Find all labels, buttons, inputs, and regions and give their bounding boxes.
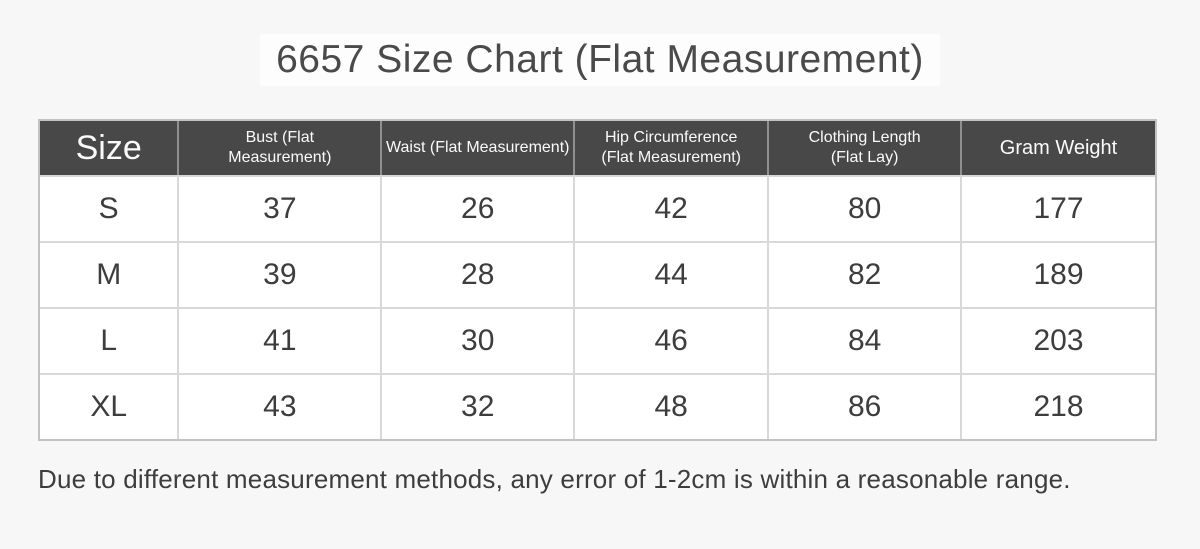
cell-gram-weight: 177 xyxy=(1033,192,1084,225)
header-label-bust: Bust (Flat Measurement) xyxy=(228,129,332,166)
cell-waist: 28 xyxy=(382,243,576,307)
cell-bust: 39 xyxy=(179,243,383,307)
cell-gram-weight: 189 xyxy=(1033,258,1084,291)
footer-note: Due to different measurement methods, an… xyxy=(38,464,1071,494)
page-title: 6657 Size Chart (Flat Measurement) xyxy=(260,34,940,86)
cell-bust: 41 xyxy=(179,309,383,373)
header-label-hip: Hip Circumference (Flat Measurement) xyxy=(601,129,741,166)
table-row-m: M 39 28 44 82 189 xyxy=(40,241,1155,307)
header-label-waist: Waist (Flat Measurement) xyxy=(386,139,570,156)
cell-clothing-length: 80 xyxy=(769,177,963,241)
cell-hip: 44 xyxy=(575,243,770,307)
cell-size: M xyxy=(40,243,180,307)
header-cell-size: Size xyxy=(40,121,180,175)
cell-hip: 42 xyxy=(575,177,770,241)
cell-hip: 46 xyxy=(575,309,770,373)
size-table: Size Bust (Flat Measurement) Waist (Flat… xyxy=(38,119,1157,441)
cell-clothing-length: 82 xyxy=(769,243,963,307)
cell-waist: 32 xyxy=(382,375,576,439)
cell-gram-weight: 218 xyxy=(1033,390,1084,423)
header-label-size: Size xyxy=(75,129,142,167)
table-header-row: Size Bust (Flat Measurement) Waist (Flat… xyxy=(40,121,1155,175)
cell-waist: 30 xyxy=(382,309,576,373)
cell-bust: 43 xyxy=(179,375,383,439)
header-cell-clothing-length: Clothing Length (Flat Lay) xyxy=(769,121,963,175)
header-label-clothing-length: Clothing Length (Flat Lay) xyxy=(808,129,921,166)
cell-hip: 48 xyxy=(575,375,770,439)
cell-gram-weight: 203 xyxy=(1033,324,1084,357)
cell-bust: 37 xyxy=(179,177,383,241)
header-cell-bust: Bust (Flat Measurement) xyxy=(179,121,383,175)
cell-size: L xyxy=(40,309,180,373)
cell-size: XL xyxy=(40,375,180,439)
header-cell-hip: Hip Circumference (Flat Measurement) xyxy=(575,121,770,175)
header-cell-waist: Waist (Flat Measurement) xyxy=(382,121,576,175)
cell-waist: 26 xyxy=(382,177,576,241)
title-area: 6657 Size Chart (Flat Measurement) xyxy=(0,34,1200,86)
cell-clothing-length: 84 xyxy=(769,309,963,373)
header-cell-gram-weight: Gram Weight xyxy=(962,121,1155,175)
table-row-xl: XL 43 32 48 86 218 xyxy=(40,373,1155,439)
table-row-s: S 37 26 42 80 177 xyxy=(40,175,1155,241)
cell-clothing-length: 86 xyxy=(769,375,963,439)
header-label-gram-weight: Gram Weight xyxy=(999,136,1118,159)
cell-size: S xyxy=(40,177,180,241)
table-row-l: L 41 30 46 84 203 xyxy=(40,307,1155,373)
